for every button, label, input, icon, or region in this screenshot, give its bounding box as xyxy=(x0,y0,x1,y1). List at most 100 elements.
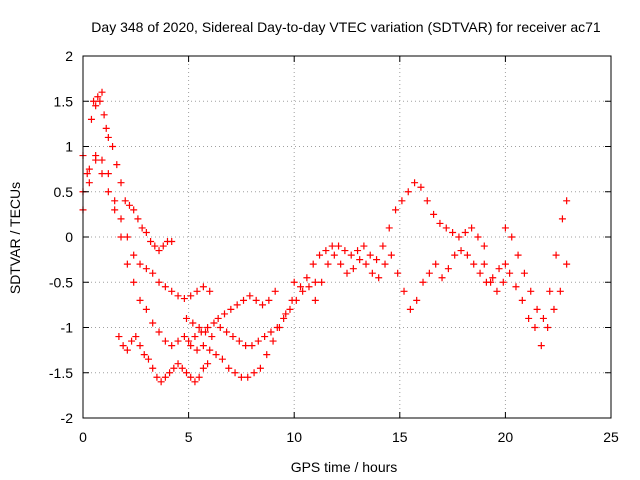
data-point xyxy=(457,247,465,255)
data-point xyxy=(237,373,245,381)
data-point xyxy=(193,287,201,295)
data-point xyxy=(199,364,207,372)
data-point xyxy=(155,247,163,255)
data-point xyxy=(271,287,279,295)
data-point xyxy=(149,319,157,327)
data-point xyxy=(514,251,522,259)
data-point xyxy=(430,210,438,218)
data-point xyxy=(128,337,136,345)
data-point xyxy=(153,373,161,381)
data-point xyxy=(140,351,148,359)
data-point xyxy=(305,283,313,291)
data-point xyxy=(115,333,123,341)
data-point xyxy=(525,314,533,322)
series-track-c xyxy=(79,156,296,381)
data-point xyxy=(451,251,459,259)
data-point xyxy=(111,206,119,214)
y-tick-label: 0.5 xyxy=(54,184,74,200)
data-point xyxy=(92,156,100,164)
data-point xyxy=(168,342,176,350)
data-point xyxy=(206,287,214,295)
data-point xyxy=(474,233,482,241)
data-point xyxy=(201,328,209,336)
data-point xyxy=(533,305,541,313)
data-point xyxy=(360,242,368,250)
series-track-j xyxy=(501,197,571,322)
data-point xyxy=(142,265,150,273)
data-point xyxy=(286,305,294,313)
data-point xyxy=(214,314,222,322)
y-tick-label: -1 xyxy=(61,320,74,336)
data-point xyxy=(182,369,190,377)
data-point xyxy=(111,197,119,205)
data-point xyxy=(155,328,163,336)
data-point xyxy=(98,170,106,178)
x-tick-label: 20 xyxy=(498,429,514,445)
series-track-d xyxy=(115,333,212,386)
data-point xyxy=(123,346,131,354)
data-point xyxy=(539,314,547,322)
data-point xyxy=(368,269,376,277)
data-point xyxy=(180,333,188,341)
data-point xyxy=(254,337,262,345)
data-point xyxy=(227,305,235,313)
data-point xyxy=(335,242,343,250)
data-point xyxy=(130,251,138,259)
data-point xyxy=(537,342,545,350)
data-point xyxy=(248,342,256,350)
data-point xyxy=(134,215,142,223)
data-point xyxy=(240,296,248,304)
data-point xyxy=(193,346,201,354)
data-point xyxy=(98,156,106,164)
data-point xyxy=(138,224,146,232)
data-point xyxy=(104,170,112,178)
data-point xyxy=(330,251,338,259)
data-point xyxy=(292,296,300,304)
data-point xyxy=(442,224,450,232)
data-point xyxy=(199,283,207,291)
data-point xyxy=(242,342,250,350)
data-point xyxy=(125,201,133,209)
data-point xyxy=(231,369,239,377)
data-point xyxy=(373,256,381,264)
y-tick-label: -2 xyxy=(61,410,74,426)
data-point xyxy=(290,278,298,286)
data-point xyxy=(512,283,520,291)
data-point xyxy=(508,233,516,241)
data-point xyxy=(117,233,125,241)
data-point xyxy=(168,238,176,246)
data-point xyxy=(166,369,174,377)
data-point xyxy=(309,260,317,268)
data-point xyxy=(191,333,199,341)
data-point xyxy=(324,260,332,268)
data-point xyxy=(461,228,469,236)
y-tick-label: -1.5 xyxy=(49,365,73,381)
data-point xyxy=(92,102,100,110)
data-point xyxy=(174,360,182,368)
data-point xyxy=(546,287,554,295)
data-point xyxy=(480,260,488,268)
data-point xyxy=(123,233,131,241)
data-point xyxy=(506,269,514,277)
data-point xyxy=(273,324,281,331)
data-point xyxy=(113,161,121,169)
data-point xyxy=(161,373,169,381)
data-point xyxy=(299,287,307,295)
data-point xyxy=(527,287,535,295)
data-point xyxy=(311,296,319,304)
data-point xyxy=(404,188,412,196)
data-point xyxy=(495,265,503,273)
data-point xyxy=(104,188,112,196)
data-point xyxy=(499,278,507,286)
data-point xyxy=(130,206,138,214)
data-point xyxy=(136,342,144,350)
data-point xyxy=(328,242,336,250)
data-point xyxy=(318,278,326,286)
data-point xyxy=(83,170,91,178)
data-point xyxy=(387,251,395,259)
data-point xyxy=(142,305,150,313)
data-point xyxy=(343,269,351,277)
data-point xyxy=(206,346,214,354)
data-point xyxy=(159,242,167,250)
